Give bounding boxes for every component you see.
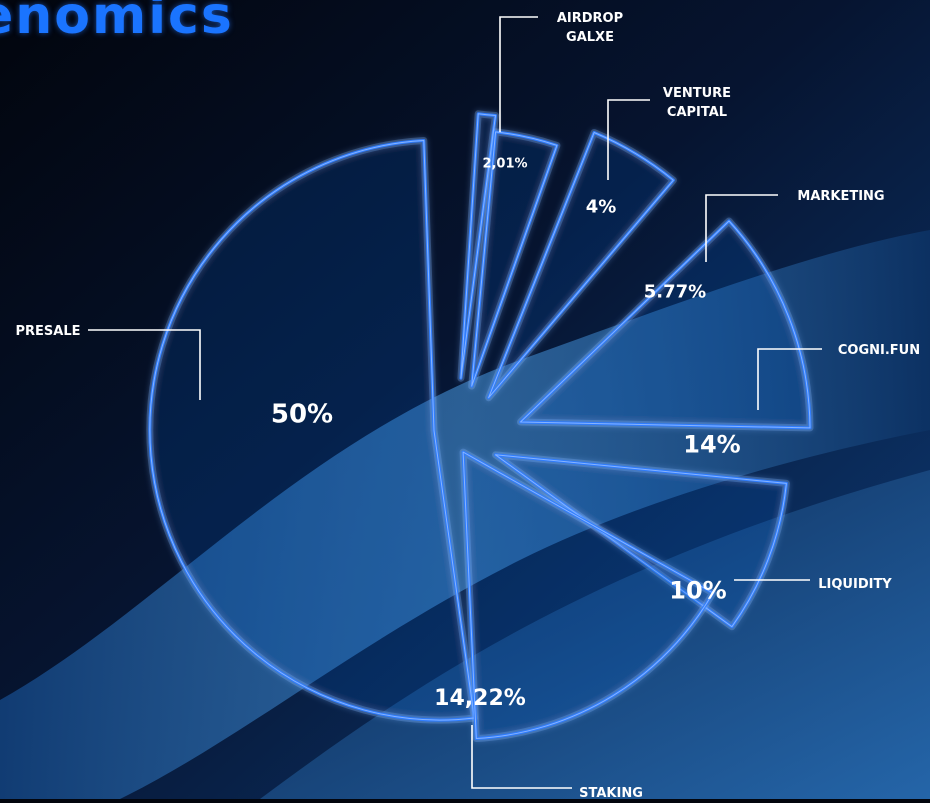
leader-line-marketing — [705, 194, 778, 262]
leader-line-staking — [471, 725, 572, 789]
leader-line-airdrop — [499, 16, 538, 132]
slice-highlight-cogni-fun — [520, 220, 811, 429]
slice-highlight-staking — [462, 451, 714, 739]
slice-highlight-marketing — [488, 132, 674, 399]
leader-line-venture — [607, 99, 650, 180]
category-label-venture-line2: CAPITAL — [667, 105, 727, 120]
value-label-marketing: 5.77% — [644, 281, 706, 302]
value-label-liquidity: 10% — [669, 577, 726, 605]
page-title: enomics — [0, 0, 234, 46]
category-label-staking: STAKING — [579, 786, 643, 799]
leader-lines — [88, 16, 822, 789]
value-label-venture: 4% — [586, 196, 617, 217]
value-label-presale: 50% — [271, 399, 333, 429]
category-label-presale: PRESALE — [15, 324, 80, 339]
category-label-airdrop-line2: GALXE — [566, 30, 614, 45]
chart-labels: PRESALE 50% AIRDROP GALXE 2,01% VENTURE CAPITA… — [15, 11, 920, 801]
category-label-cogni-fun: COGNI.FUN — [838, 343, 920, 358]
slice-highlight-presale — [149, 140, 475, 721]
slice-highlight-liquidity — [495, 454, 787, 628]
category-label-airdrop: AIRDROP — [557, 11, 623, 26]
category-label-venture: VENTURE — [663, 86, 731, 101]
slice-highlight-venture — [471, 131, 558, 387]
leader-line-presale — [88, 329, 201, 400]
leader-line-cogni-fun — [757, 348, 822, 410]
pie-slices — [146, 110, 814, 742]
value-label-airdrop: 2,01% — [482, 157, 527, 172]
value-label-staking: 14,22% — [434, 686, 526, 711]
slice-highlight-airdrop — [460, 113, 496, 379]
category-label-liquidity: LIQUIDITY — [818, 577, 892, 592]
value-label-cogni-fun: 14% — [683, 431, 740, 459]
category-label-marketing: MARKETING — [797, 189, 884, 204]
